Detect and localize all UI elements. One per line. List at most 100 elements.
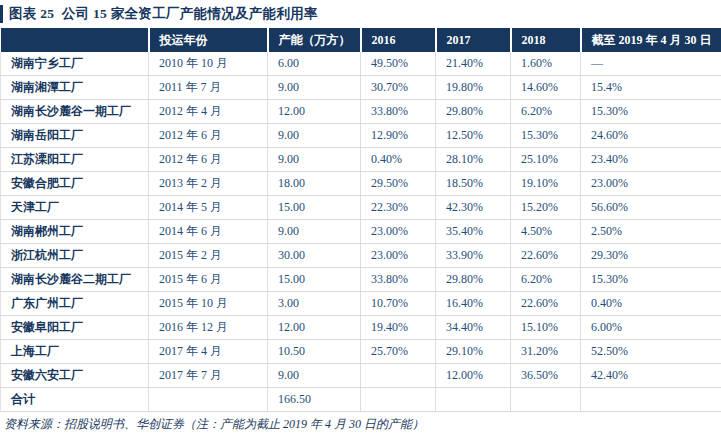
cell-name: 湖南郴州工厂: [1, 220, 149, 244]
capacity-utilization-table: 投运年份产能（万方）201620172018截至 2019 年 4 月 30 日…: [0, 28, 721, 412]
cell-u2016: 19.40%: [361, 316, 436, 340]
cell-u2017: 28.10%: [436, 148, 511, 172]
cell-asof: [581, 388, 721, 412]
cell-year: 2012 年 4 月: [149, 100, 268, 124]
table-row: 湖南湘潭工厂2011 年 7 月9.0030.70%19.80%14.60%15…: [1, 76, 721, 100]
cell-year: 2016 年 12 月: [149, 316, 268, 340]
cell-u2016: [361, 364, 436, 388]
cell-u2018: 36.50%: [511, 364, 581, 388]
cell-year: 2017 年 4 月: [149, 340, 268, 364]
cell-capacity: 30.00: [268, 244, 361, 268]
cell-year: 2017 年 7 月: [149, 364, 268, 388]
cell-year: 2013 年 2 月: [149, 172, 268, 196]
cell-capacity: 9.00: [268, 124, 361, 148]
cell-name: 上海工厂: [1, 340, 149, 364]
cell-name: 安徽合肥工厂: [1, 172, 149, 196]
cell-u2017: 12.00%: [436, 364, 511, 388]
table-row: 湖南长沙麓谷二期工厂2015 年 6 月15.0033.80%29.80%6.2…: [1, 268, 721, 292]
cell-capacity: 9.00: [268, 364, 361, 388]
table-row: 湖南岳阳工厂2012 年 6 月9.0012.90%12.50%15.30%24…: [1, 124, 721, 148]
cell-u2017: 29.10%: [436, 340, 511, 364]
table-row: 湖南长沙麓谷一期工厂2012 年 4 月12.0033.80%29.80%6.2…: [1, 100, 721, 124]
cell-u2018: 19.10%: [511, 172, 581, 196]
total-row: 合计 166.50: [1, 388, 721, 412]
cell-u2017: 29.80%: [436, 100, 511, 124]
cell-asof: 29.30%: [581, 244, 721, 268]
table-row: 广东广州工厂2015 年 10 月3.0010.70%16.40%22.60%0…: [1, 292, 721, 316]
cell-u2017: 18.50%: [436, 172, 511, 196]
cell-name: 湖南长沙麓谷一期工厂: [1, 100, 149, 124]
table-row: 安徽六安工厂2017 年 7 月9.0012.00%36.50%42.40%: [1, 364, 721, 388]
cell-u2016: 33.80%: [361, 100, 436, 124]
cell-year: 2012 年 6 月: [149, 148, 268, 172]
cell-u2018: 15.30%: [511, 124, 581, 148]
cell-name: 江苏溧阳工厂: [1, 148, 149, 172]
cell-u2017: 34.40%: [436, 316, 511, 340]
cell-year: 2015 年 6 月: [149, 268, 268, 292]
cell-u2018: 1.60%: [511, 52, 581, 76]
cell-u2016: [361, 388, 436, 412]
cell-capacity: 15.00: [268, 268, 361, 292]
cell-name: 湖南长沙麓谷二期工厂: [1, 268, 149, 292]
cell-u2018: 4.50%: [511, 220, 581, 244]
cell-u2018: [511, 388, 581, 412]
cell-capacity: 9.00: [268, 148, 361, 172]
header-cell-factory: [1, 28, 149, 52]
cell-asof: 15.4%: [581, 76, 721, 100]
cell-u2018: 14.60%: [511, 76, 581, 100]
cell-u2017: 35.40%: [436, 220, 511, 244]
cell-asof: 42.40%: [581, 364, 721, 388]
cell-u2017: 12.50%: [436, 124, 511, 148]
cell-u2016: 10.70%: [361, 292, 436, 316]
cell-capacity: 10.50: [268, 340, 361, 364]
table-row: 上海工厂2017 年 4 月10.5025.70%29.10%31.20%52.…: [1, 340, 721, 364]
report-figure-page: 图表 25 公司 15 家全资工厂产能情况及产能利用率 投运年份产能（万方）20…: [0, 0, 721, 433]
cell-u2016: 25.70%: [361, 340, 436, 364]
cell-u2016: 23.00%: [361, 220, 436, 244]
cell-year: 2015 年 10 月: [149, 292, 268, 316]
header-cell-2016: 2016: [361, 28, 436, 52]
cell-asof: 23.00%: [581, 172, 721, 196]
cell-u2017: 42.30%: [436, 196, 511, 220]
cell-asof: —: [581, 52, 721, 76]
cell-name: 湖南宁乡工厂: [1, 52, 149, 76]
cell-capacity: 3.00: [268, 292, 361, 316]
cell-asof: 52.50%: [581, 340, 721, 364]
cell-asof: 24.60%: [581, 124, 721, 148]
cell-u2017: [436, 388, 511, 412]
cell-year: 2014 年 5 月: [149, 196, 268, 220]
cell-u2018: 15.10%: [511, 316, 581, 340]
cell-u2016: 23.00%: [361, 244, 436, 268]
header-cell-asof-2019: 截至 2019 年 4 月 30 日: [581, 28, 721, 52]
cell-name: 广东广州工厂: [1, 292, 149, 316]
cell-capacity: 9.00: [268, 76, 361, 100]
cell-name: 湖南湘潭工厂: [1, 76, 149, 100]
cell-asof: 23.40%: [581, 148, 721, 172]
cell-name: 天津工厂: [1, 196, 149, 220]
cell-name: 安徽阜阳工厂: [1, 316, 149, 340]
header-cell-2018: 2018: [511, 28, 581, 52]
cell-capacity: 18.00: [268, 172, 361, 196]
table-header: 投运年份产能（万方）201620172018截至 2019 年 4 月 30 日: [1, 28, 721, 52]
cell-capacity: 15.00: [268, 196, 361, 220]
cell-year: [149, 388, 268, 412]
cell-u2016: 12.90%: [361, 124, 436, 148]
cell-name: 合计: [1, 388, 149, 412]
table-row: 浙江杭州工厂2015 年 2 月30.0023.00%33.90%22.60%2…: [1, 244, 721, 268]
table-row: 天津工厂2014 年 5 月15.0022.30%42.30%15.20%56.…: [1, 196, 721, 220]
cell-u2017: 16.40%: [436, 292, 511, 316]
table-row: 湖南宁乡工厂2010 年 10 月6.0049.50%21.40%1.60%—: [1, 52, 721, 76]
cell-asof: 6.00%: [581, 316, 721, 340]
cell-u2018: 6.20%: [511, 100, 581, 124]
cell-capacity: 12.00: [268, 100, 361, 124]
cell-u2018: 31.20%: [511, 340, 581, 364]
title-accent-bar: [0, 5, 3, 23]
cell-capacity: 166.50: [268, 388, 361, 412]
cell-asof: 0.40%: [581, 292, 721, 316]
cell-u2017: 21.40%: [436, 52, 511, 76]
cell-year: 2015 年 2 月: [149, 244, 268, 268]
cell-year: 2012 年 6 月: [149, 124, 268, 148]
cell-u2017: 19.80%: [436, 76, 511, 100]
cell-u2018: 15.20%: [511, 196, 581, 220]
cell-asof: 15.30%: [581, 268, 721, 292]
